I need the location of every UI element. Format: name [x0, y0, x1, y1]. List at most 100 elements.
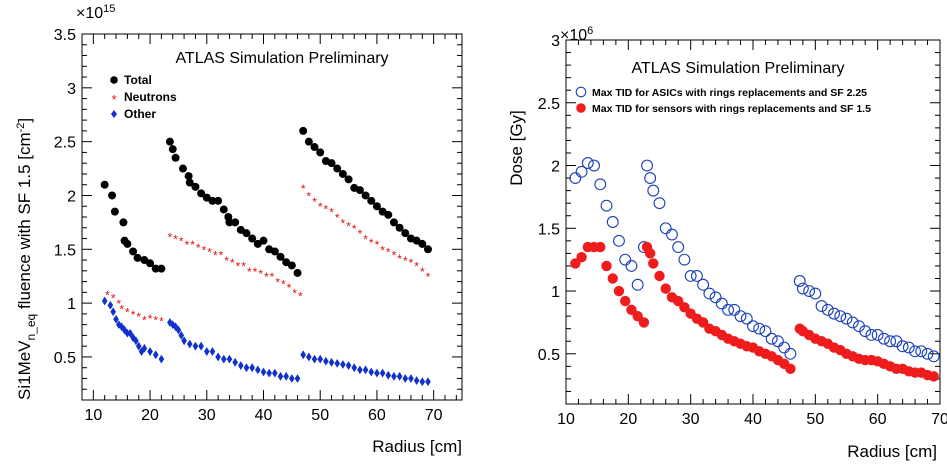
data-point	[425, 377, 431, 387]
data-point	[379, 368, 386, 378]
data-point	[178, 164, 187, 173]
data-point	[753, 322, 766, 335]
data-point	[157, 264, 166, 273]
data-point: *	[111, 292, 116, 306]
data-point: *	[281, 278, 286, 292]
data-point	[569, 172, 582, 185]
series-max-tid-for-asics-with-rings-replacements-and-sf-2-25	[569, 157, 940, 363]
data-point	[709, 291, 722, 304]
data-point	[191, 182, 200, 191]
data-point	[660, 283, 671, 294]
data-point	[620, 295, 631, 307]
data-point	[821, 303, 834, 316]
data-point	[361, 191, 370, 200]
data-point	[124, 328, 131, 338]
data-point	[374, 368, 380, 378]
data-point	[184, 172, 193, 181]
data-point	[151, 264, 160, 273]
data-point: *	[275, 276, 280, 290]
data-point: *	[236, 259, 241, 273]
data-point: *	[403, 254, 408, 268]
chart-title: ATLAS Simulation Preliminary	[175, 50, 388, 67]
data-point	[367, 196, 376, 205]
data-point	[198, 341, 204, 351]
data-point	[641, 159, 653, 172]
data-point	[289, 374, 295, 383]
data-point	[130, 333, 136, 342]
data-point: *	[409, 256, 414, 270]
dose-chart-panel: ×106 ATLAS Simulation Preliminary Dose […	[507, 25, 947, 461]
x-tick-label: 10	[557, 411, 575, 428]
data-point	[362, 365, 369, 375]
data-point	[238, 361, 244, 370]
data-point	[231, 218, 240, 227]
legend: Max TID for ASICs with rings replacement…	[575, 86, 871, 115]
y-multiplier: ×1015	[76, 3, 115, 22]
data-point	[215, 352, 221, 362]
data-point: *	[318, 200, 323, 214]
data-point	[276, 252, 285, 261]
y-tick-label: 1	[67, 296, 76, 313]
data-point	[316, 148, 325, 157]
data-point	[185, 178, 194, 187]
y-tick-label: 1.5	[538, 221, 560, 238]
data-point	[588, 159, 600, 172]
data-point: *	[247, 265, 252, 279]
data-point	[606, 216, 619, 228]
data-point	[859, 325, 872, 338]
data-point	[345, 361, 352, 370]
data-point	[715, 297, 728, 310]
data-point	[344, 175, 353, 184]
data-point	[765, 332, 778, 345]
data-point: *	[335, 211, 340, 225]
data-point	[123, 239, 132, 248]
legend-item-asics: Max TID for ASICs with rings replacement…	[575, 86, 867, 99]
data-point: *	[131, 308, 136, 322]
data-point	[317, 354, 324, 364]
x-tick-label: 70	[931, 411, 947, 428]
data-point	[728, 303, 741, 316]
data-point: *	[136, 310, 141, 324]
data-point	[328, 357, 335, 367]
data-point	[304, 137, 313, 146]
data-point	[601, 260, 612, 272]
data-point: *	[148, 312, 153, 326]
data-point	[133, 336, 139, 346]
y-tick-label: 2.5	[538, 96, 560, 113]
data-point	[334, 359, 341, 368]
data-point	[294, 374, 301, 383]
data-point	[220, 354, 227, 364]
data-point: *	[312, 195, 317, 209]
data-point: *	[301, 182, 306, 196]
data-point	[865, 329, 878, 341]
data-point: *	[168, 230, 173, 244]
data-point	[355, 186, 364, 195]
data-point	[576, 251, 587, 263]
legend-item-sensors: Max TID for sensors with rings replaceme…	[576, 103, 871, 115]
data-point	[722, 303, 735, 316]
data-point: *	[117, 297, 122, 311]
data-point	[266, 368, 272, 378]
data-point	[846, 316, 859, 329]
data-point	[928, 371, 939, 382]
data-point	[107, 300, 114, 310]
data-point	[902, 341, 915, 354]
data-point	[129, 247, 138, 256]
data-point: *	[119, 303, 124, 317]
x-tick-label: 40	[744, 411, 762, 428]
data-point	[141, 343, 148, 353]
data-point	[197, 189, 206, 198]
data-point: *	[375, 238, 380, 252]
x-tick-label: 30	[682, 411, 700, 428]
x-tick-label: 50	[806, 411, 824, 428]
data-point	[178, 331, 185, 340]
data-point	[581, 157, 594, 169]
data-point	[175, 325, 182, 335]
data-point	[135, 341, 142, 351]
data-point: *	[196, 241, 201, 255]
data-point: *	[202, 243, 207, 257]
data-point	[884, 335, 897, 348]
legend-label-asics: Max TID for ASICs with rings replacement…	[592, 87, 867, 99]
data-point	[785, 363, 796, 375]
data-point	[401, 229, 410, 238]
